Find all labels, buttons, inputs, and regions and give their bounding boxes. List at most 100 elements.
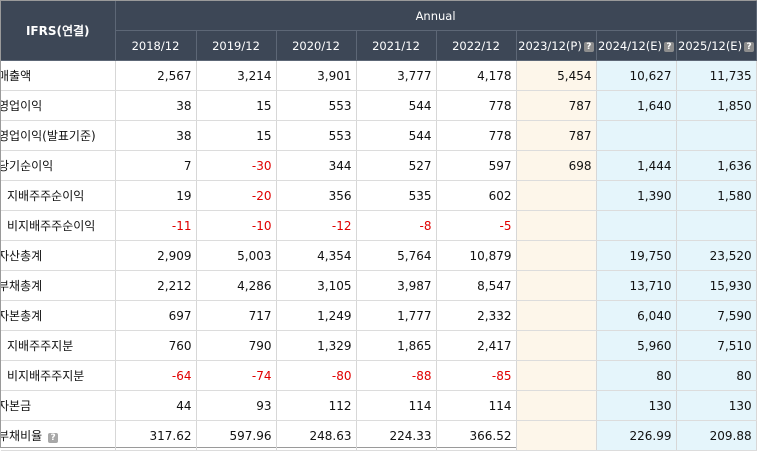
value-cell: 3,901 — [276, 60, 357, 91]
value-cell: -8 — [356, 210, 437, 241]
value-cell: 19 — [115, 180, 197, 211]
value-cell: 535 — [356, 180, 437, 211]
value-cell: 778 — [436, 120, 517, 151]
value-cell: -64 — [115, 360, 197, 391]
value-cell: 15 — [196, 90, 277, 121]
value-cell: 8,547 — [436, 270, 517, 301]
value-cell — [676, 210, 757, 241]
value-cell: 4,178 — [436, 60, 517, 91]
row-label-text: 부채총계 — [1, 279, 43, 293]
value-cell: 790 — [196, 330, 277, 361]
period-header-2025e: 2025/12(E)? — [676, 30, 757, 61]
row-label-text: 비지배주주순이익 — [7, 219, 96, 233]
value-cell: 544 — [356, 120, 437, 151]
value-cell — [516, 300, 597, 331]
help-icon[interactable]: ? — [583, 41, 594, 52]
row-label: 자본총계 — [1, 300, 116, 331]
value-cell: 553 — [276, 120, 357, 151]
value-cell: 344 — [276, 150, 357, 181]
value-cell: 5,960 — [596, 330, 677, 361]
value-cell: 366.52 — [436, 420, 517, 451]
row-label: 비지배주주순이익 — [1, 210, 116, 241]
value-cell: -88 — [356, 360, 437, 391]
value-cell — [516, 210, 597, 241]
row-label-text: 자산총계 — [1, 249, 43, 263]
table-row: 자본총계 697 717 1,249 1,777 2,332 6,040 7,590 — [1, 300, 757, 331]
value-cell: 544 — [356, 90, 437, 121]
table-row: 자본금 44 93 112 114 114 130 130 — [1, 390, 757, 421]
value-cell: 597.96 — [196, 420, 277, 451]
value-cell: 1,249 — [276, 300, 357, 331]
table-row: 영업이익 38 15 553 544 778 787 1,640 1,850 — [1, 90, 757, 121]
value-cell — [516, 270, 597, 301]
value-cell: 209.88 — [676, 420, 757, 451]
value-cell: 80 — [596, 360, 677, 391]
value-cell — [516, 390, 597, 421]
value-cell: 114 — [356, 390, 437, 421]
table-row: 지배주주지분 760 790 1,329 1,865 2,417 5,960 7,510 — [1, 330, 757, 361]
row-label: 지배주주순이익 — [1, 180, 116, 211]
value-cell: 112 — [276, 390, 357, 421]
row-label-text: 지배주주순이익 — [7, 189, 85, 203]
value-cell: 15,930 — [676, 270, 757, 301]
help-icon[interactable]: ? — [48, 433, 59, 443]
value-cell: 248.63 — [276, 420, 357, 451]
help-icon[interactable]: ? — [744, 41, 755, 52]
value-cell: 38 — [115, 120, 197, 151]
period-header-2023p: 2023/12(P)? — [516, 30, 597, 61]
value-cell: 13,710 — [596, 270, 677, 301]
table-row: 영업이익(발표기준) 38 15 553 544 778 787 — [1, 120, 757, 151]
value-cell: 19,750 — [596, 240, 677, 271]
table-body: 매출액 2,567 3,214 3,901 3,777 4,178 5,454 10,627 1… — [1, 60, 757, 451]
row-label: 영업이익 — [1, 90, 116, 121]
value-cell: 5,003 — [196, 240, 277, 271]
value-cell: 697 — [115, 300, 197, 331]
value-cell: 3,214 — [196, 60, 277, 91]
value-cell: 760 — [115, 330, 197, 361]
table-row: 당기순이익 7 -30 344 527 597 698 1,444 1,636 — [1, 150, 757, 181]
help-icon[interactable]: ? — [664, 41, 674, 52]
value-cell: 553 — [276, 90, 357, 121]
period-header-2020: 2020/12 — [276, 30, 357, 61]
row-label: 자본금 — [1, 390, 116, 421]
value-cell: 2,417 — [436, 330, 517, 361]
value-cell: 1,865 — [356, 330, 437, 361]
value-cell: 2,567 — [115, 60, 197, 91]
value-cell: 1,390 — [596, 180, 677, 211]
row-label: 부채총계 — [1, 270, 116, 301]
value-cell: 5,454 — [516, 60, 597, 91]
value-cell: 15 — [196, 120, 277, 151]
row-label-text: 비지배주주지분 — [7, 369, 85, 383]
value-cell — [596, 120, 677, 151]
row-label: 영업이익(발표기준) — [1, 120, 116, 151]
row-label-text: 영업이익(발표기준) — [1, 129, 96, 143]
annual-header: Annual — [115, 1, 757, 31]
row-label: 자산총계 — [1, 240, 116, 271]
row-label: 비지배주주지분 — [1, 360, 116, 391]
value-cell: -12 — [276, 210, 357, 241]
value-cell: 2,909 — [115, 240, 197, 271]
value-cell: 1,444 — [596, 150, 677, 181]
value-cell: 597 — [436, 150, 517, 181]
value-cell: 10,627 — [596, 60, 677, 91]
value-cell: 226.99 — [596, 420, 677, 451]
value-cell: -80 — [276, 360, 357, 391]
value-cell: 317.62 — [115, 420, 197, 451]
value-cell: 778 — [436, 90, 517, 121]
value-cell: 1,850 — [676, 90, 757, 121]
value-cell: 2,332 — [436, 300, 517, 331]
row-label: 매출액 — [1, 60, 116, 91]
value-cell: 2,212 — [115, 270, 197, 301]
row-label-text: 부채비율 — [1, 429, 43, 443]
table-row: 자산총계 2,909 5,003 4,354 5,764 10,879 19,750 23,5… — [1, 240, 757, 271]
row-label-text: 지배주주지분 — [7, 339, 74, 353]
value-cell: 602 — [436, 180, 517, 211]
value-cell: 7,590 — [676, 300, 757, 331]
value-cell: -10 — [196, 210, 277, 241]
value-cell: 11,735 — [676, 60, 757, 91]
value-cell: 698 — [516, 150, 597, 181]
value-cell: 5,764 — [356, 240, 437, 271]
value-cell — [596, 210, 677, 241]
